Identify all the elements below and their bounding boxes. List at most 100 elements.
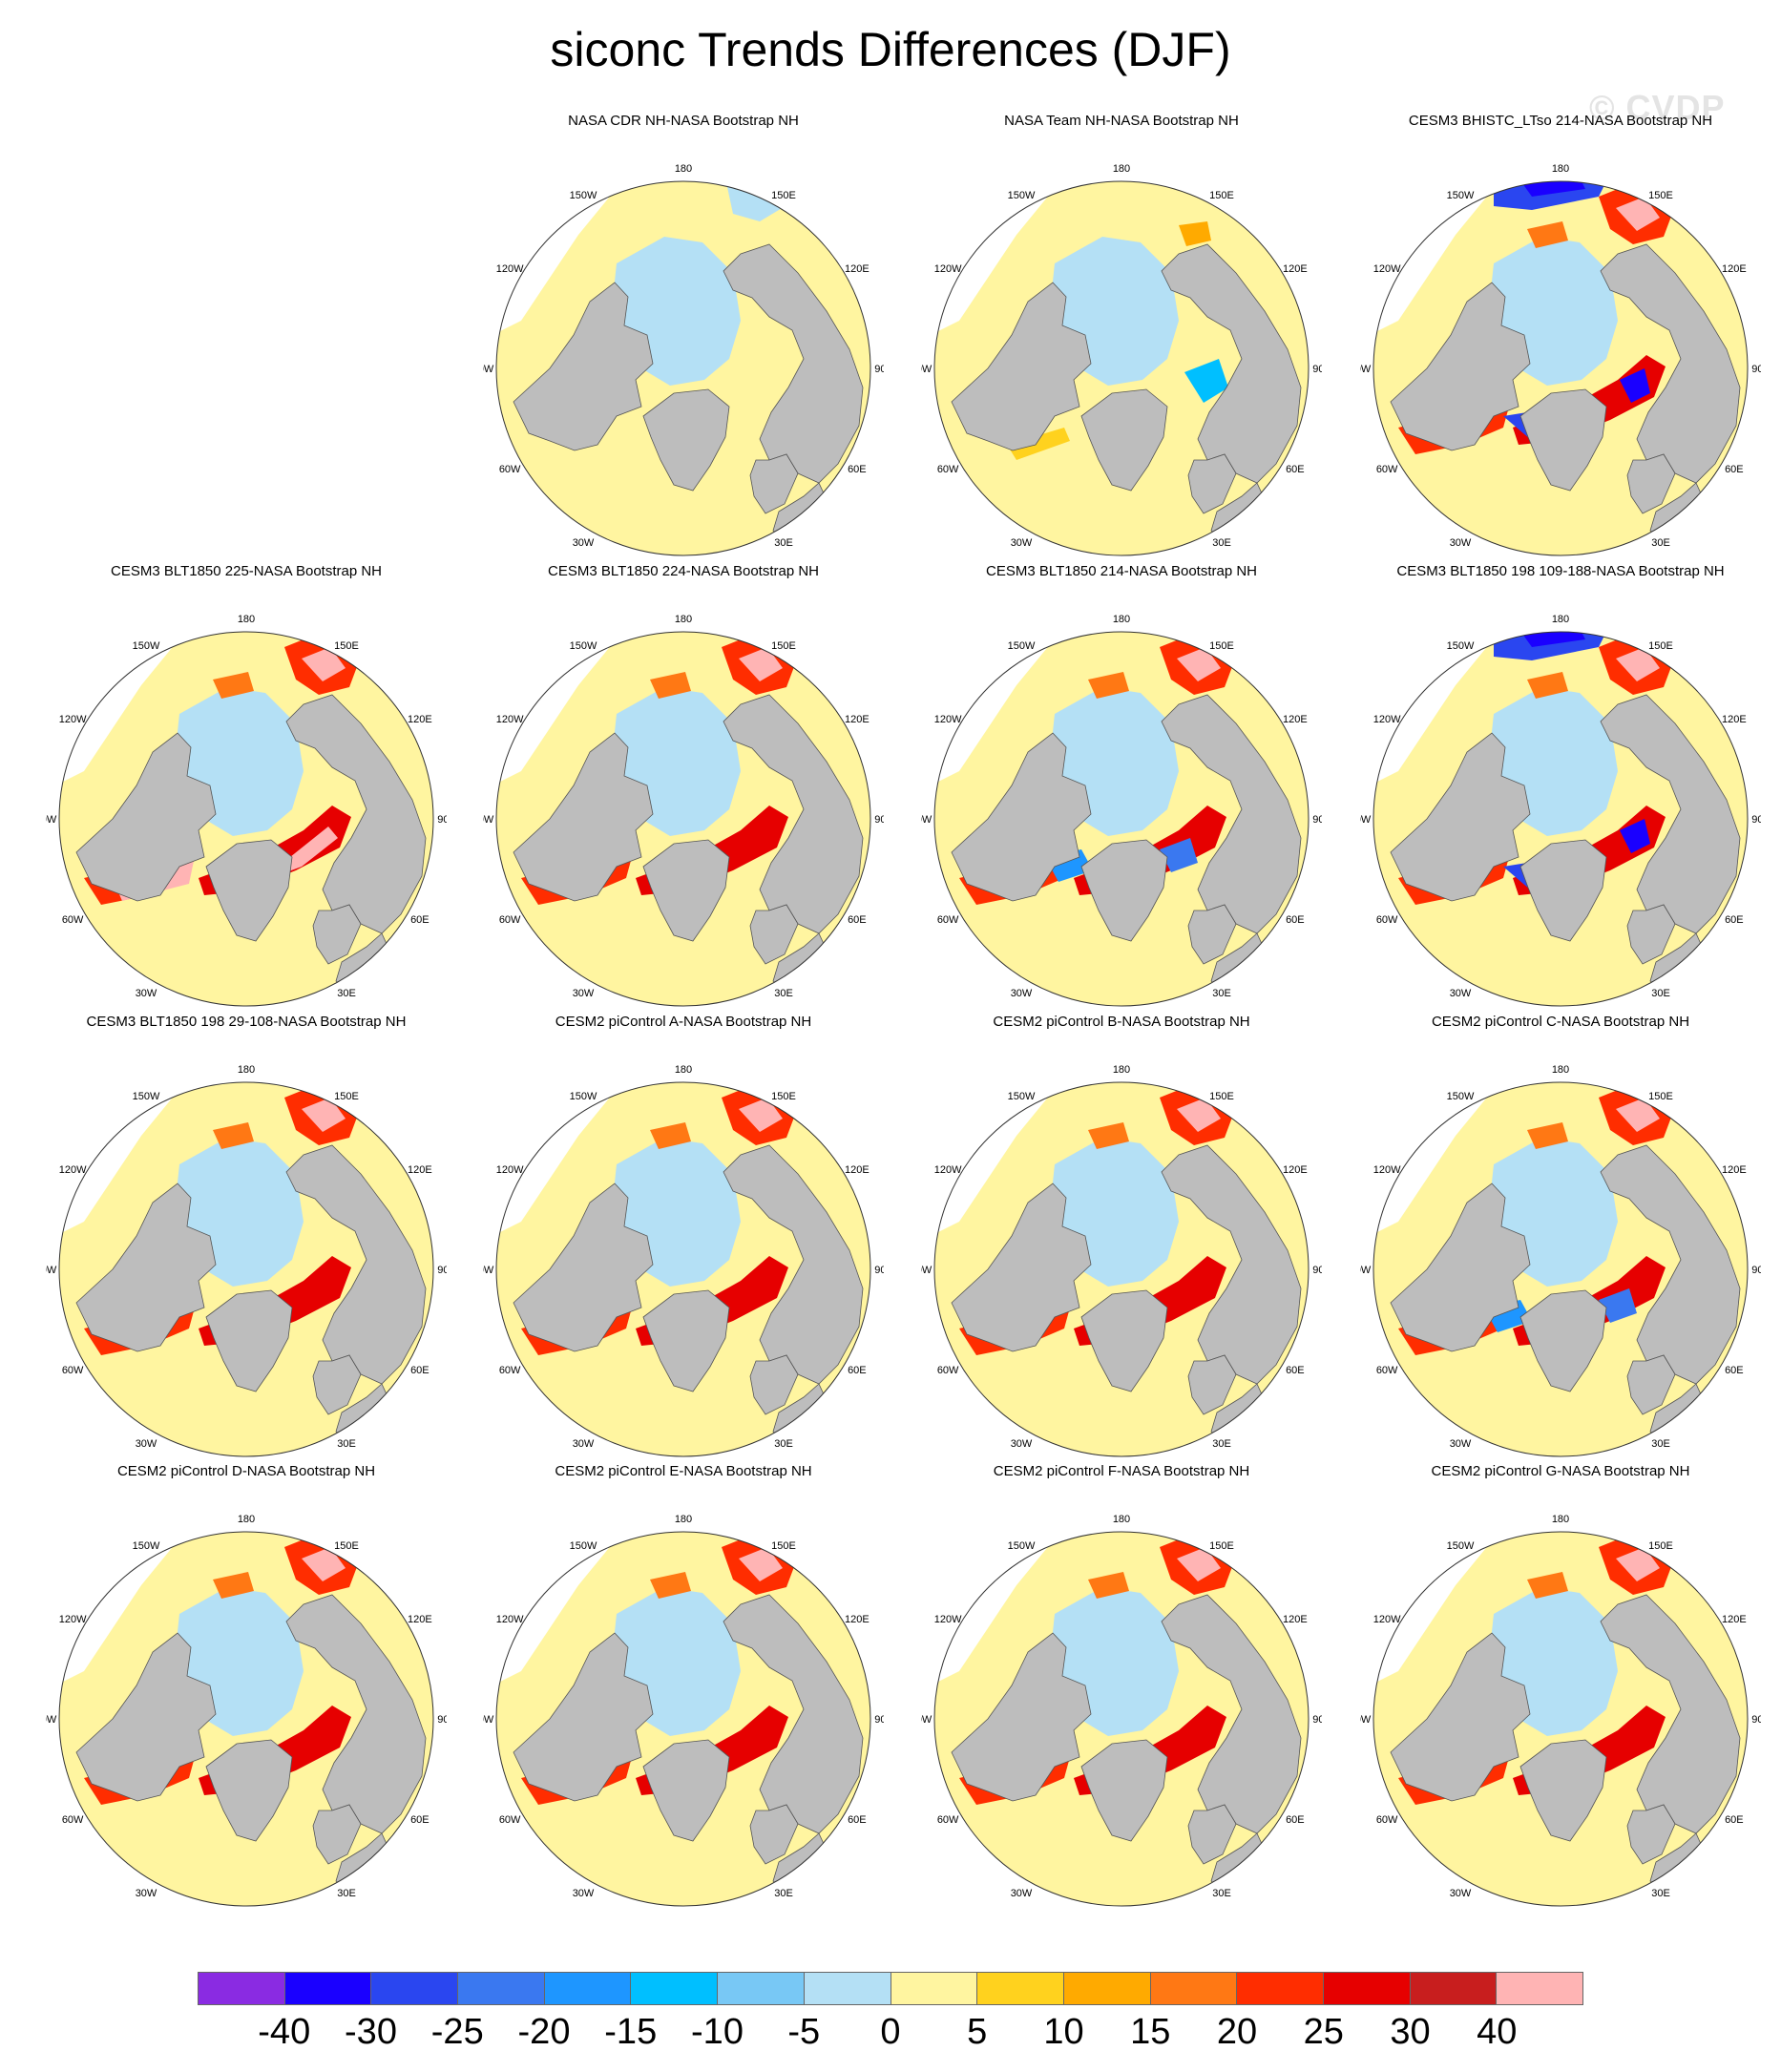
land-scandinavia xyxy=(749,1354,799,1415)
longitude-label: 180 xyxy=(1113,163,1130,175)
polar-map: 180150E120E90E60E30E030W60W90W120W150W xyxy=(46,1064,447,1457)
longitude-label: 60E xyxy=(410,914,430,926)
polar-map: 180150E120E90E60E30E030W60W90W120W150W xyxy=(483,1514,884,1907)
positive-anomaly xyxy=(213,672,254,699)
longitude-label: 90E xyxy=(1751,1265,1761,1276)
longitude-label: 60W xyxy=(62,1814,84,1826)
longitude-label: 150W xyxy=(133,640,160,652)
polar-map: 180150E120E90E60E30E030W60W90W120W150W xyxy=(1360,1514,1761,1907)
land-eurasia xyxy=(1161,1144,1302,1385)
longitude-label: 60E xyxy=(1286,1814,1305,1826)
longitude-label: 120W xyxy=(1373,263,1401,275)
positive-anomaly xyxy=(1616,1098,1660,1132)
map-border xyxy=(933,1531,1310,1907)
longitude-label: 30W xyxy=(1011,1438,1033,1450)
polar-map: 180150E120E90E60E30E030W60W90W120W150W xyxy=(1360,1064,1761,1457)
longitude-label: 120E xyxy=(845,1614,870,1625)
longitude-label: 120E xyxy=(1283,1164,1308,1176)
longitude-label: 180 xyxy=(1113,1064,1130,1076)
map-panel: CESM2 piControl G-NASA Bootstrap NH 180 15… xyxy=(1360,1463,1761,1912)
map-panel: CESM2 piControl E-NASA Bootstrap NH 180 15… xyxy=(483,1463,884,1912)
longitude-label: 90E xyxy=(1312,1265,1322,1276)
longitude-label: 60W xyxy=(62,1365,84,1376)
positive-anomaly xyxy=(739,647,783,681)
polar-map: 180150E120E90E60E30E030W60W90W120W150W xyxy=(921,1514,1322,1907)
longitude-label: 90E xyxy=(1751,814,1761,826)
longitude-label: 60E xyxy=(1286,1365,1305,1376)
longitude-label: 180 xyxy=(1552,1514,1569,1525)
longitude-label: 150E xyxy=(771,1540,796,1552)
longitude-label: 90W xyxy=(46,1265,57,1276)
longitude-label: 30E xyxy=(337,988,356,999)
panel-title: CESM3 BLT1850 198 29-108-NASA Bootstrap … xyxy=(86,1014,407,1030)
longitude-label: 30W xyxy=(573,988,595,999)
longitude-label: 180 xyxy=(675,1064,692,1076)
longitude-label: 30E xyxy=(1212,1438,1231,1450)
polar-map: 180150E120E90E60E30E030W60W90W120W150W xyxy=(1360,614,1761,1007)
longitude-label: 120E xyxy=(408,1164,432,1176)
longitude-label: 60W xyxy=(1376,1365,1398,1376)
longitude-label: 30E xyxy=(774,1438,793,1450)
land-eurasia xyxy=(285,694,427,934)
panel-title: CESM3 BLT1850 225-NASA Bootstrap NH xyxy=(110,563,383,579)
longitude-label: 180 xyxy=(675,614,692,625)
longitude-label: 120E xyxy=(845,714,870,725)
longitude-label: 150W xyxy=(133,1540,160,1552)
polar-map: 180150E120E90E60E30E030W60W90W120W150W xyxy=(921,1064,1322,1457)
panel-title: CESM2 piControl B-NASA Bootstrap NH xyxy=(993,1014,1250,1030)
positive-anomaly xyxy=(302,1547,346,1581)
longitude-label: 60W xyxy=(937,1365,959,1376)
longitude-label: 150E xyxy=(334,1540,359,1552)
positive-anomaly xyxy=(302,647,346,681)
colorbar-box xyxy=(1323,1973,1411,2004)
colorbar-label: 40 xyxy=(1477,2012,1518,2052)
positive-anomaly xyxy=(1527,221,1568,248)
positive-anomaly xyxy=(650,1122,691,1149)
positive-anomaly xyxy=(1088,1122,1129,1149)
panel-title: CESM3 BHISTC_LTso 214-NASA Bootstrap NH xyxy=(1408,113,1713,129)
negative-anomaly xyxy=(1620,368,1650,403)
panel-title: CESM3 BLT1850 214-NASA Bootstrap NH xyxy=(985,563,1258,579)
positive-anomaly xyxy=(1527,672,1568,699)
map-panel: CESM3 BLT1850 225-NASA Bootstrap NH 180 15… xyxy=(46,563,447,1012)
land-canada xyxy=(1390,732,1531,902)
map-panel: NASA CDR NH-NASA Bootstrap NH 180 150E 120E… xyxy=(483,113,884,561)
land-canada xyxy=(1390,1183,1531,1352)
map-panel: CESM2 piControl B-NASA Bootstrap NH 180 15… xyxy=(921,1014,1322,1462)
longitude-label: 30E xyxy=(774,537,793,549)
longitude-label: 120W xyxy=(934,1164,962,1176)
map-border xyxy=(933,1081,1310,1457)
longitude-label: 90W xyxy=(921,1265,932,1276)
land-eurasia xyxy=(1600,1594,1741,1834)
negative-anomaly xyxy=(1160,838,1198,872)
longitude-label: 90E xyxy=(1751,1714,1761,1726)
land-scandinavia xyxy=(749,1804,799,1865)
colorbar-box xyxy=(890,1973,978,2004)
longitude-label: 60W xyxy=(1376,464,1398,475)
map-border xyxy=(495,1531,871,1907)
map-panel: CESM3 BLT1850 224-NASA Bootstrap NH 180 15… xyxy=(483,563,884,1012)
positive-anomaly xyxy=(739,1547,783,1581)
longitude-label: 150W xyxy=(1008,640,1036,652)
longitude-label: 90E xyxy=(1312,814,1322,826)
longitude-label: 60W xyxy=(937,1814,959,1826)
map-panel: CESM3 BLT1850 214-NASA Bootstrap NH 180 15… xyxy=(921,563,1322,1012)
longitude-label: 150E xyxy=(771,640,796,652)
land-greenland xyxy=(1080,1739,1168,1842)
colorbar-box xyxy=(1497,1973,1582,2004)
land-eurasia xyxy=(1600,1144,1741,1385)
longitude-label: 120E xyxy=(408,1614,432,1625)
longitude-label: 30W xyxy=(1450,1888,1472,1899)
positive-anomaly xyxy=(650,1572,691,1599)
longitude-label: 90E xyxy=(874,1714,884,1726)
colorbar-label: -15 xyxy=(604,2012,658,2052)
negative-anomaly xyxy=(1184,359,1228,403)
colorbar-label: 30 xyxy=(1390,2012,1431,2052)
longitude-label: 90E xyxy=(874,1265,884,1276)
colorbar-box xyxy=(1410,1973,1498,2004)
longitude-label: 30W xyxy=(1450,988,1472,999)
map-border xyxy=(495,631,871,1007)
colorbar-label: 10 xyxy=(1043,2012,1084,2052)
longitude-label: 30W xyxy=(136,1888,157,1899)
positive-anomaly xyxy=(1179,221,1211,246)
